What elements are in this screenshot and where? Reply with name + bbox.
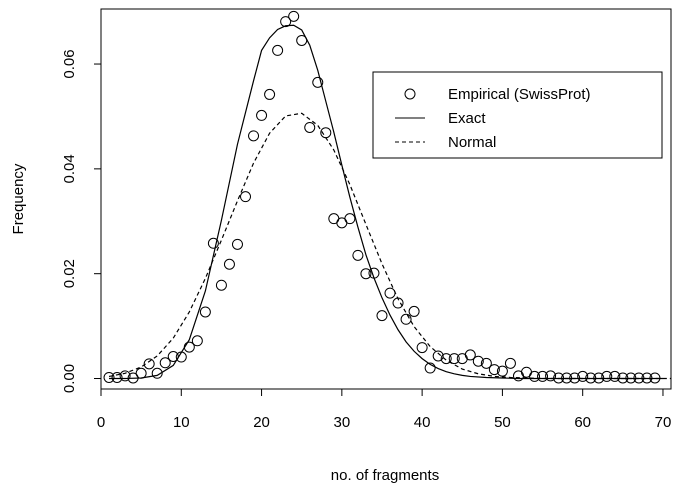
empirical-point xyxy=(504,357,516,369)
empirical-point xyxy=(103,371,115,383)
plot-marks xyxy=(103,10,671,384)
empirical-point xyxy=(545,370,557,382)
empirical-point xyxy=(472,355,484,367)
empirical-point xyxy=(119,370,131,382)
empirical-point xyxy=(240,191,252,203)
empirical-point xyxy=(601,370,613,382)
empirical-point xyxy=(529,370,541,382)
empirical-point xyxy=(464,349,476,361)
empirical-point xyxy=(159,357,171,369)
x-tick-label: 70 xyxy=(655,414,672,431)
empirical-point xyxy=(537,370,549,382)
x-tick-label: 40 xyxy=(414,414,431,431)
empirical-point xyxy=(111,371,123,383)
empirical-point xyxy=(424,362,436,374)
plot-frame xyxy=(100,8,672,390)
empirical-point xyxy=(256,109,268,121)
x-axis-title: no. of fragments xyxy=(331,467,439,484)
legend: Empirical (SwissProt) Exact Normal xyxy=(372,71,663,159)
empirical-point xyxy=(231,238,243,250)
x-tick-label: 0 xyxy=(97,414,105,431)
y-axis-title: Frequency xyxy=(10,163,27,234)
x-tick-label: 50 xyxy=(494,414,511,431)
empirical-point xyxy=(264,88,276,100)
empirical-point xyxy=(384,287,396,299)
legend-label-exact: Exact xyxy=(448,110,486,127)
y-tick-label: 0.04 xyxy=(61,154,78,183)
empirical-point xyxy=(215,279,227,291)
empirical-point xyxy=(432,350,444,362)
empirical-point xyxy=(577,370,589,382)
empirical-point xyxy=(272,44,284,56)
empirical-point xyxy=(352,249,364,261)
y-tick-label: 0.06 xyxy=(61,49,78,78)
empirical-point xyxy=(400,313,412,325)
exact-curve xyxy=(109,24,663,380)
empirical-point xyxy=(376,310,388,322)
empirical-point xyxy=(248,130,260,142)
legend-box xyxy=(372,71,663,159)
empirical-point xyxy=(135,367,147,379)
x-tick-label: 30 xyxy=(334,414,351,431)
empirical-point xyxy=(440,353,452,365)
legend-symbol-empirical xyxy=(404,88,416,100)
empirical-point xyxy=(416,342,428,354)
x-tick-label: 60 xyxy=(574,414,591,431)
x-tick-label: 20 xyxy=(253,414,270,431)
empirical-point xyxy=(496,365,508,377)
empirical-point xyxy=(191,335,203,347)
empirical-point xyxy=(448,353,460,365)
empirical-point xyxy=(344,213,356,225)
empirical-point xyxy=(312,76,324,88)
empirical-point xyxy=(480,357,492,369)
empirical-point xyxy=(143,358,155,370)
legend-label-normal: Normal xyxy=(448,134,496,151)
empirical-point xyxy=(223,258,235,270)
empirical-point xyxy=(280,16,292,28)
x-tick-label: 10 xyxy=(173,414,190,431)
empirical-point xyxy=(151,367,163,379)
empirical-point xyxy=(408,305,420,317)
empirical-point xyxy=(304,121,316,133)
empirical-point xyxy=(488,364,500,376)
legend-label-empirical: Empirical (SwissProt) xyxy=(448,86,591,103)
empirical-point xyxy=(207,237,219,249)
empirical-point xyxy=(199,306,211,318)
y-tick-label: 0.02 xyxy=(61,259,78,288)
empirical-point xyxy=(360,268,372,280)
empirical-point xyxy=(288,10,300,22)
axes: 0 10 20 30 40 50 60 70 0.00 0.02 0.04 0.06 xyxy=(61,49,671,431)
y-tick-label: 0.00 xyxy=(61,364,78,393)
empirical-point xyxy=(609,370,621,382)
